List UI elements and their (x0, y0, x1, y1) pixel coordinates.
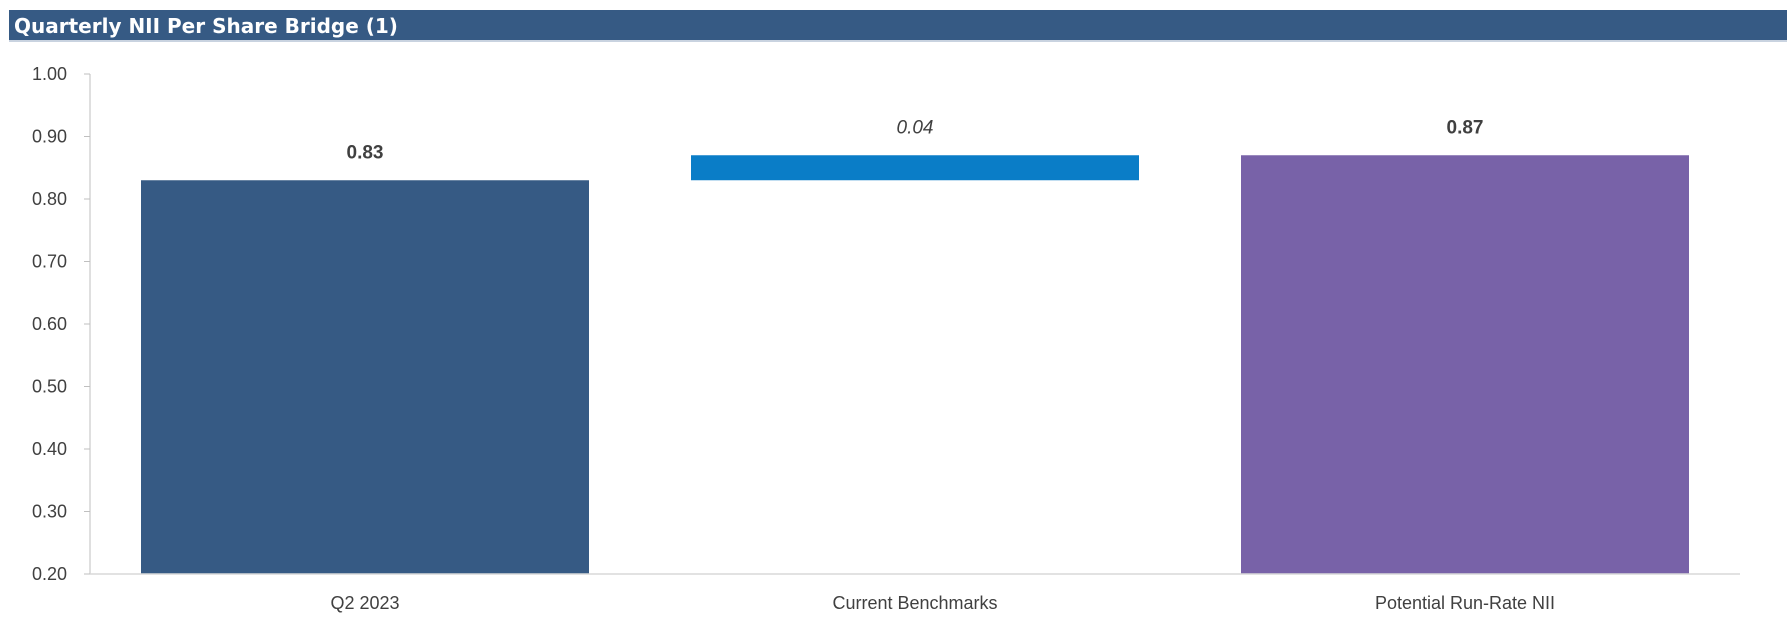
x-category-label: Q2 2023 (330, 593, 399, 613)
y-tick-label: 0.20 (32, 564, 67, 584)
y-tick-label: 0.50 (32, 377, 67, 397)
data-label: 0.87 (1447, 117, 1484, 138)
total-bar (141, 180, 589, 574)
data-label: 0.83 (347, 142, 384, 163)
x-axis: Q2 2023 Current Benchmarks Potential Run-R… (90, 573, 1740, 613)
delta-bar (691, 155, 1139, 181)
y-tick-label: 0.70 (32, 252, 67, 272)
chart-title-bar: Quarterly NII Per Share Bridge (1) (9, 10, 1787, 42)
y-tick-label: 0.90 (32, 127, 67, 147)
y-tick-label: 0.30 (32, 502, 67, 522)
y-tick-label: 0.40 (32, 439, 67, 459)
y-axis: 0.20 0.30 0.40 0.50 0.60 0.70 0.80 0.90 1.00 (32, 64, 91, 584)
chart-title: Quarterly NII Per Share Bridge (1) (14, 14, 398, 38)
x-category-label: Potential Run-Rate NII (1375, 593, 1555, 613)
y-tick-label: 0.80 (32, 189, 67, 209)
y-tick-label: 0.60 (32, 314, 67, 334)
total-bar (1241, 155, 1689, 574)
bars-group: 0.83 0.04 0.87 (141, 117, 1689, 574)
y-tick-label: 1.00 (32, 64, 67, 84)
x-category-label: Current Benchmarks (832, 593, 997, 613)
data-label: 0.04 (897, 117, 934, 138)
